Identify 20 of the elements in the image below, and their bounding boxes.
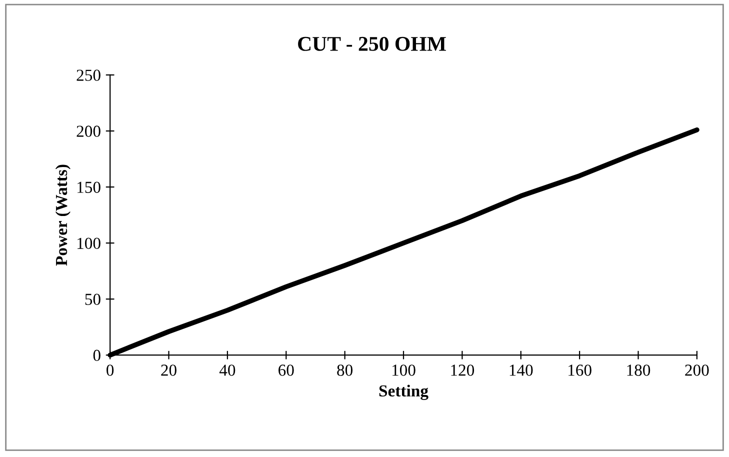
x-tick-label: 140 <box>510 364 533 376</box>
y-tick-label: 0 <box>93 350 100 362</box>
x-tick-label: 20 <box>161 364 176 376</box>
y-tick-label: 250 <box>76 70 100 81</box>
y-tick-label: 50 <box>85 294 100 306</box>
x-tick-label: 40 <box>219 364 236 376</box>
x-tick-label: 100 <box>392 364 416 376</box>
x-tick-label: 60 <box>278 364 294 376</box>
x-tick-label: 180 <box>627 364 650 376</box>
y-tick-label: 100 <box>78 238 100 249</box>
y-tick-label: 150 <box>78 182 100 193</box>
x-axis-title: Setting <box>379 384 428 400</box>
x-tick-label: 200 <box>685 364 709 376</box>
chart-title: CUT - 250 OHM <box>298 36 446 51</box>
x-tick-label: 0 <box>106 364 114 376</box>
y-tick-label: 200 <box>76 126 100 137</box>
x-tick-label: 160 <box>568 364 592 376</box>
x-tick-label: 80 <box>337 364 353 376</box>
y-axis-title: Power (Watts) <box>55 164 70 266</box>
x-tick-label: 120 <box>451 364 474 376</box>
